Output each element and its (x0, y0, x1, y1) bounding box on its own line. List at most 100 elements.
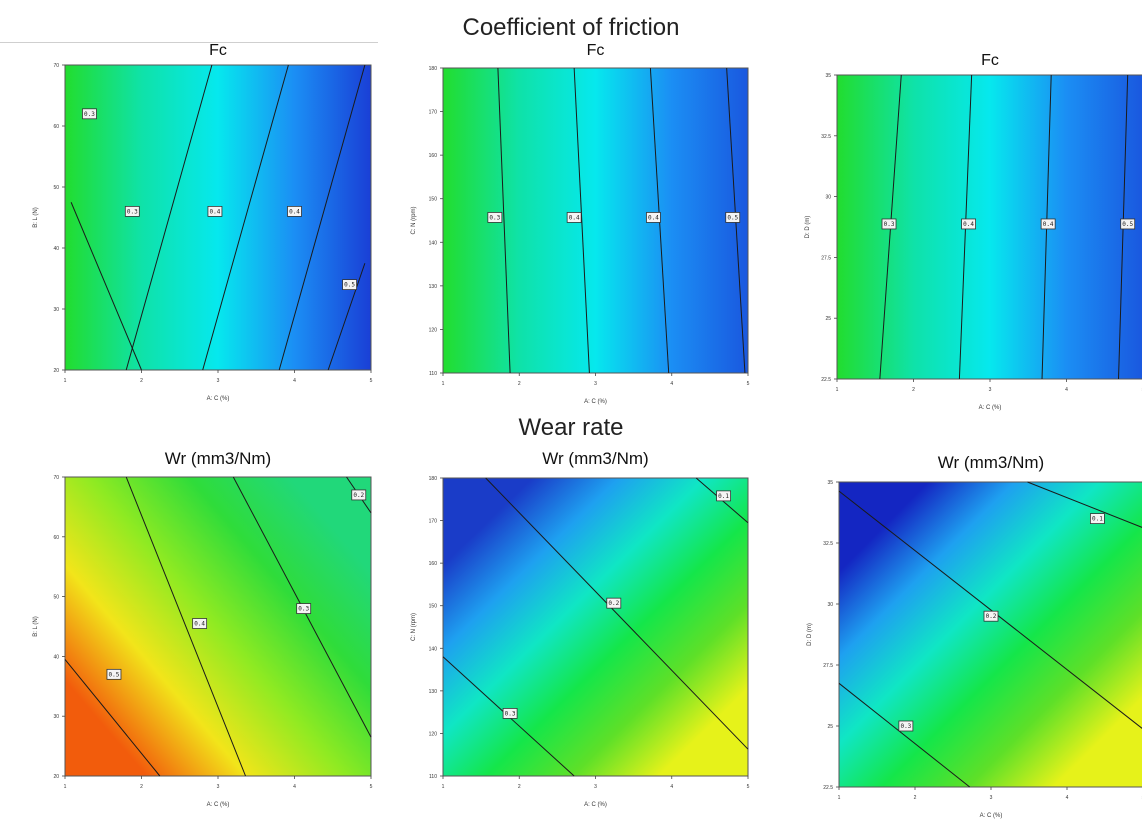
y-tick-label: 27.5 (823, 663, 833, 669)
y-tick-label: 150 (429, 197, 438, 203)
y-tick-label: 170 (429, 110, 438, 116)
x-axis-label: A: C (%) (584, 802, 607, 808)
x-tick-label: 3 (989, 387, 992, 393)
contour-label: 0.5 (1120, 218, 1136, 230)
svg-text:0.3: 0.3 (884, 221, 895, 228)
y-tick-label: 40 (53, 246, 59, 252)
contour-line (838, 682, 971, 788)
contour-chart: Fc0.30.40.40.51234522.52527.53032.535A: … (805, 52, 1142, 411)
contour-line (278, 64, 366, 371)
y-axis-label: C: N (rpm) (411, 613, 417, 641)
contour-label: 0.5 (725, 212, 741, 223)
y-tick-label: 140 (429, 240, 438, 246)
contour-chart: Wr (mm3/Nm) 0.5 0.4 0.3 0.2 1 2 3 4 5 20 30 40 50 60 70… (33, 449, 373, 808)
x-axis-label: A: C (%) (584, 399, 607, 405)
svg-text:0.2: 0.2 (608, 600, 619, 607)
contour-label: 0.5 (342, 279, 357, 291)
contour-label: 0.3 (82, 108, 97, 120)
y-tick-label: 110 (429, 371, 437, 377)
contour-line (327, 263, 366, 371)
plot-area (442, 477, 749, 777)
x-tick-label: 3 (217, 378, 220, 384)
x-tick-label: 2 (518, 381, 521, 387)
chart-title: Fc (981, 52, 999, 69)
x-tick-label: 1 (442, 381, 445, 387)
y-tick-label: 30 (825, 195, 831, 201)
contour-line (125, 476, 247, 777)
contour-label: 0.5 (106, 668, 122, 680)
chart-panel-wr-cl: Wr (mm3/Nm) 0.5 0.4 0.3 0.2 1 2 3 4 5 20 30 40 50 60 70… (0, 442, 378, 822)
y-tick-label: 20 (53, 774, 59, 780)
y-axis-label: B: L (N) (33, 207, 39, 227)
svg-text:0.3: 0.3 (127, 208, 138, 215)
x-tick-label: 4 (293, 784, 296, 790)
x-tick-label: 4 (293, 378, 296, 384)
x-axis-label: A: C (%) (207, 396, 230, 402)
svg-text:0.3: 0.3 (505, 710, 516, 717)
x-tick-label: 2 (140, 378, 143, 384)
y-tick-label: 50 (53, 185, 59, 191)
svg-text:0.4: 0.4 (569, 214, 580, 221)
x-axis-label: A: C (%) (207, 802, 230, 808)
contour-chart: Wr (mm3/Nm)0.30.20.11234522.52527.53032.… (807, 453, 1142, 819)
y-tick-label: 150 (429, 604, 438, 610)
svg-text:0.5: 0.5 (727, 214, 738, 221)
svg-text:0.4: 0.4 (210, 208, 221, 215)
divider (0, 42, 378, 43)
y-tick-label: 30 (53, 307, 59, 313)
y-tick-label: 27.5 (821, 255, 831, 261)
y-tick-label: 60 (53, 124, 59, 130)
x-tick-label: 1 (838, 795, 841, 801)
contour-label: 0.3 (296, 603, 312, 614)
plot-area (64, 64, 372, 371)
svg-text:0.3: 0.3 (900, 723, 911, 730)
svg-text:0.1: 0.1 (1092, 516, 1103, 523)
plot-area (64, 476, 372, 777)
contour-label: 0.4 (192, 618, 208, 629)
contour-line (497, 67, 511, 374)
contour-label: 0.3 (502, 708, 518, 719)
chart-panel-fc-cn: Fc 0.3 0.4 0.4 0.5 1 2 3 4 5 110 120 130 140 150 160 170… (380, 40, 758, 410)
contour-label: 0.4 (287, 205, 302, 217)
svg-text:0.3: 0.3 (489, 214, 500, 221)
svg-text:0.4: 0.4 (1043, 221, 1054, 228)
svg-text:0.3: 0.3 (298, 606, 309, 613)
svg-text:0.2: 0.2 (986, 613, 997, 620)
x-tick-label: 4 (1066, 795, 1069, 801)
y-axis-label: C: N (rpm) (411, 207, 417, 235)
y-tick-label: 120 (429, 327, 438, 333)
plot-area (838, 481, 1142, 788)
y-tick-label: 140 (429, 646, 438, 652)
x-tick-label: 2 (518, 784, 521, 790)
wear-section-title: Wear rate (518, 414, 624, 441)
y-tick-label: 32.5 (821, 134, 831, 140)
x-tick-label: 3 (990, 795, 993, 801)
contour-label: 0.2 (983, 610, 999, 622)
x-tick-label: 4 (670, 381, 673, 387)
contour-line (838, 490, 1142, 729)
y-tick-label: 22.5 (823, 785, 833, 791)
svg-text:0.4: 0.4 (963, 221, 974, 228)
x-tick-label: 2 (912, 387, 915, 393)
x-tick-label: 5 (370, 784, 373, 790)
x-tick-label: 1 (836, 387, 839, 393)
x-tick-label: 5 (747, 784, 750, 790)
contour-chart: Wr (mm3/Nm) 0.3 0.2 0.1 1 2 3 4 5 110 120 130 140 150… (411, 449, 750, 808)
contour-label: 0.4 (1040, 218, 1056, 230)
y-tick-label: 60 (53, 535, 59, 541)
y-tick-label: 40 (53, 654, 59, 660)
y-tick-label: 120 (429, 731, 438, 737)
contour-line (70, 202, 142, 371)
chart-panel-fc-cl: Fc 0.3 0.3 0.4 0.4 0.5 1 2 3 4 5 20 30 40 50 60 70 A: C (… (0, 40, 378, 410)
contour-label: 0.3 (881, 218, 897, 230)
x-tick-label: 1 (64, 378, 67, 384)
contour-label: 0.4 (207, 205, 223, 217)
svg-text:0.1: 0.1 (718, 493, 729, 500)
x-tick-label: 5 (747, 381, 750, 387)
y-tick-label: 180 (429, 66, 438, 72)
y-tick-label: 50 (53, 595, 59, 601)
x-tick-label: 4 (670, 784, 673, 790)
contour-label: 0.4 (646, 212, 661, 223)
x-tick-label: 5 (370, 378, 373, 384)
contour-line (125, 64, 213, 371)
